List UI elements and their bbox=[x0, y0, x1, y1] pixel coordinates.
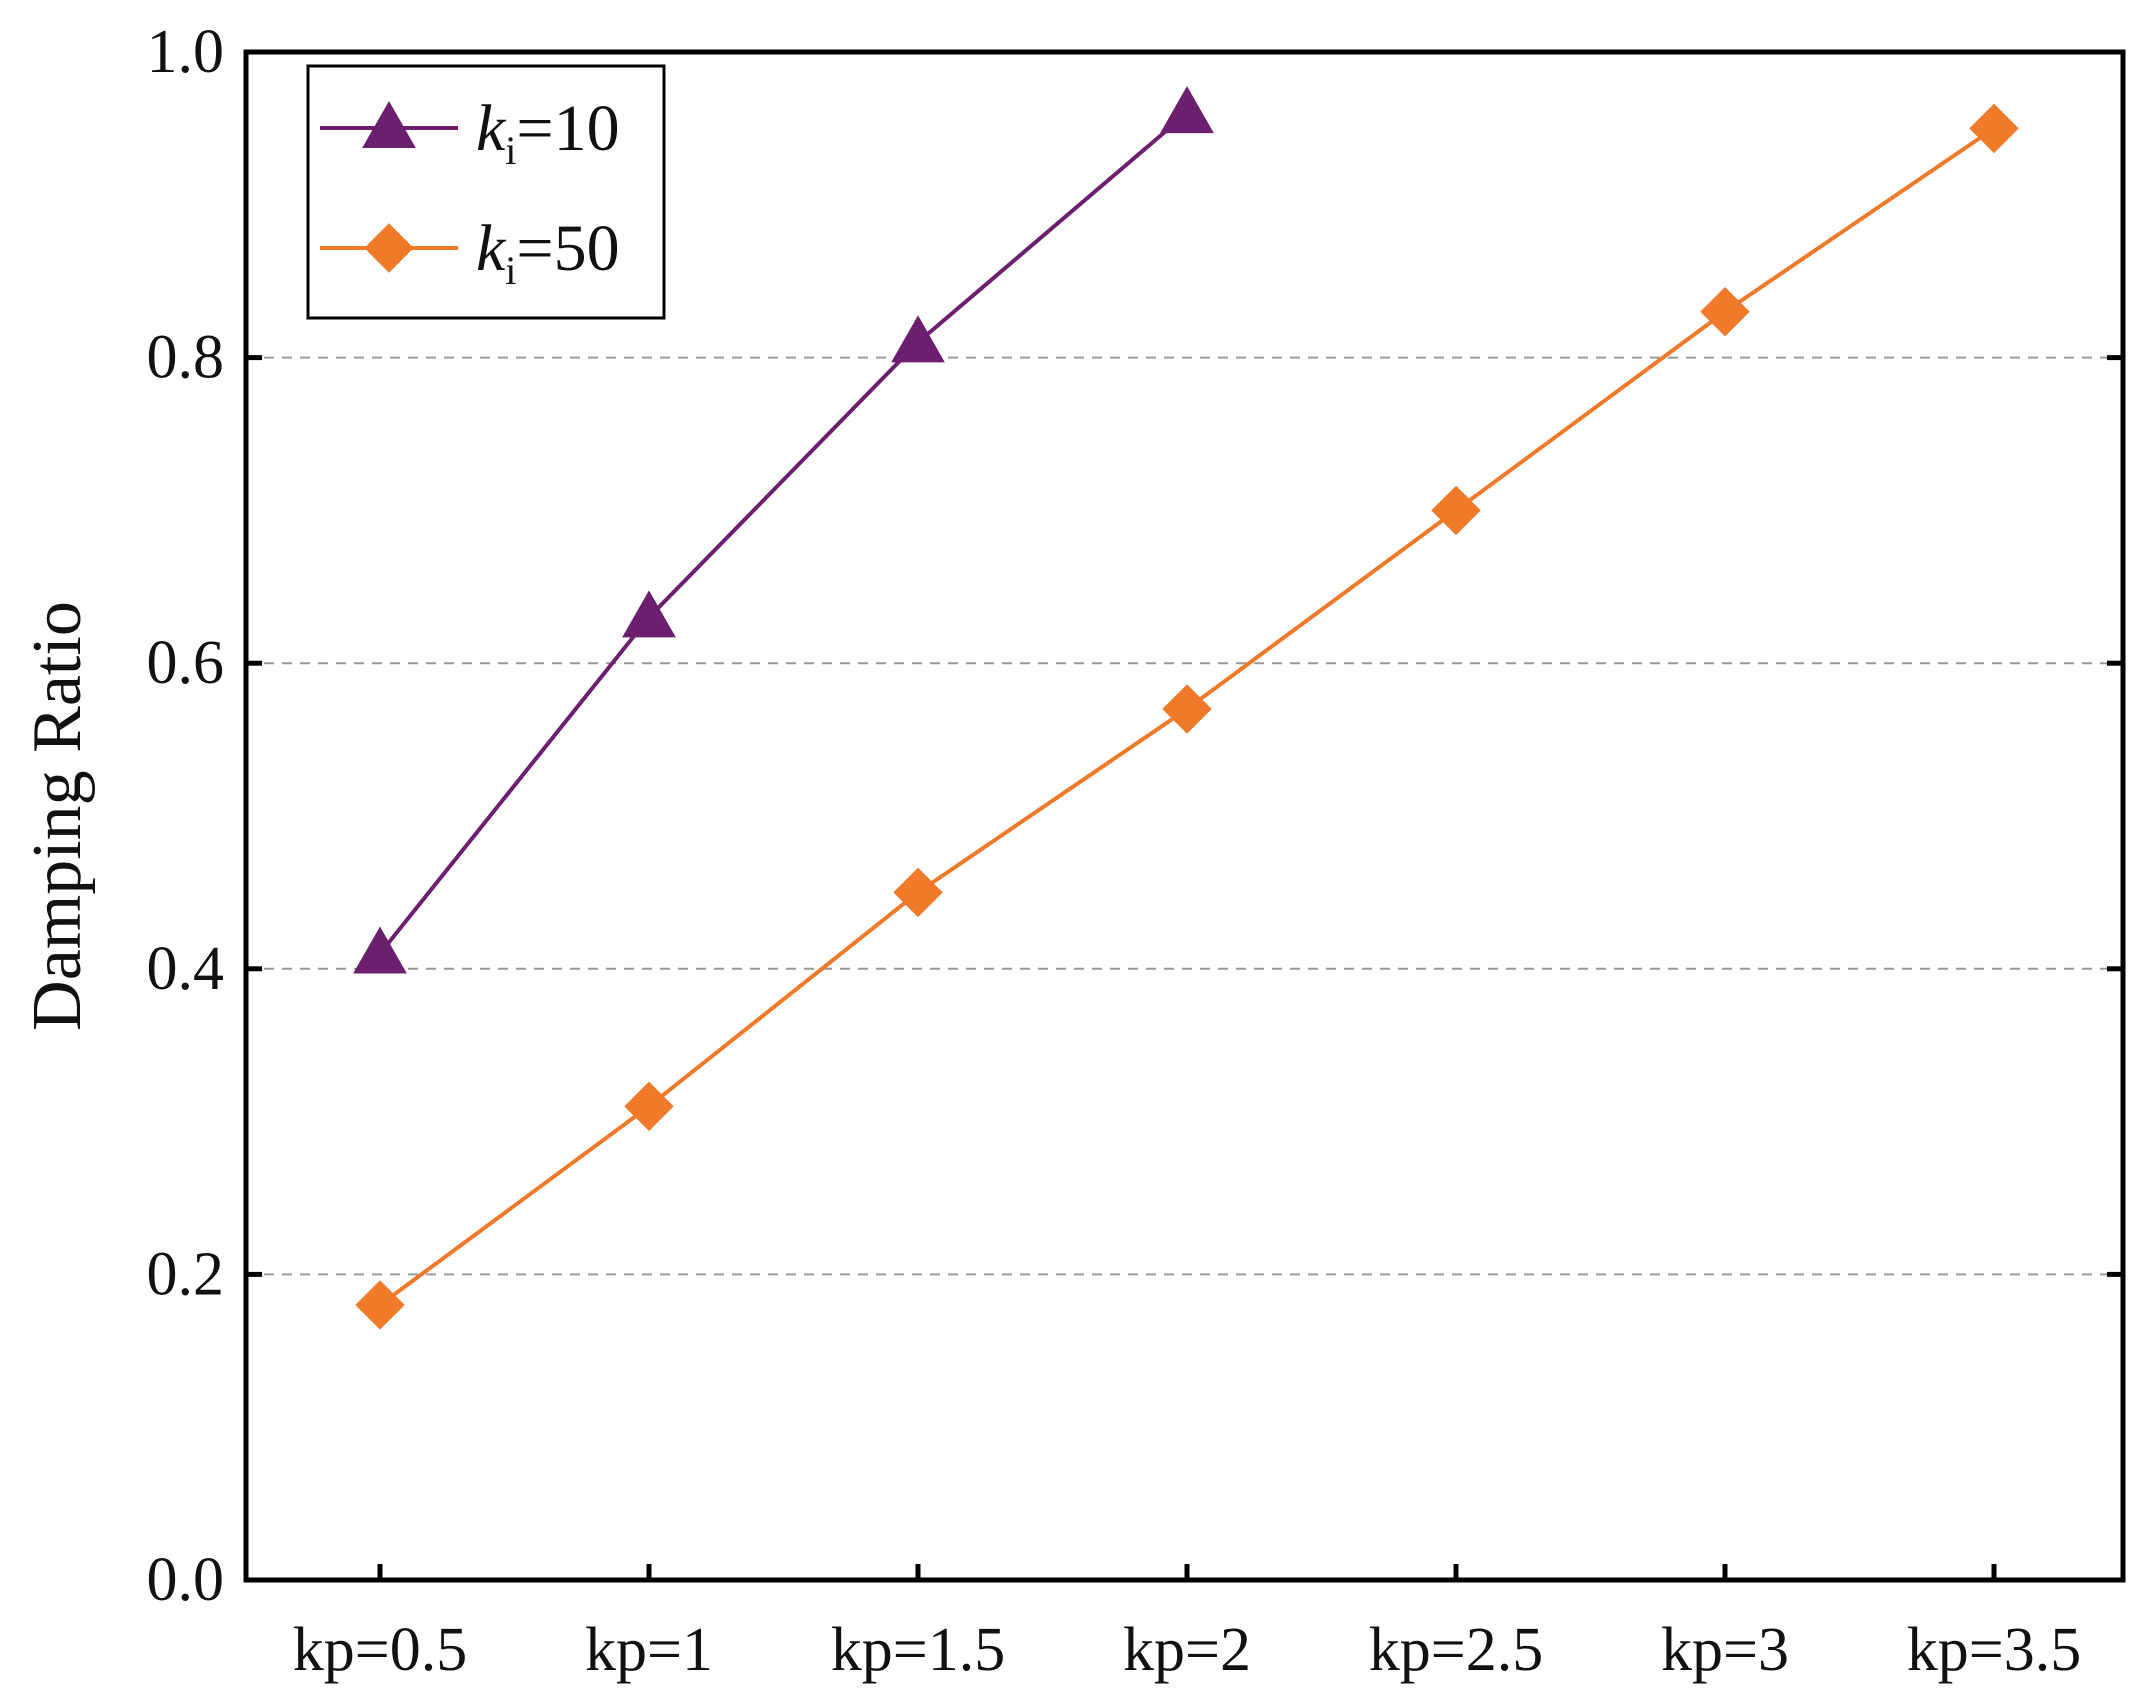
x-tick-label: kp=2.5 bbox=[1369, 1616, 1543, 1684]
x-tick-label: kp=1.5 bbox=[831, 1616, 1005, 1684]
x-tick-label: kp=3.5 bbox=[1907, 1616, 2081, 1684]
x-tick-label: kp=3 bbox=[1661, 1616, 1789, 1684]
legend-label: ki=10 bbox=[476, 92, 620, 173]
series-line-ki-10 bbox=[378, 111, 1189, 955]
axis-layer: 0.0 0.2 0.4 0.6 0.8 1.0 kp=0.5 kp=1 kp=1.5 kp=2 kp… bbox=[147, 18, 2123, 1684]
data-point-ki-50 bbox=[624, 1081, 674, 1132]
y-tick-label: 1.0 bbox=[147, 18, 225, 86]
legend-marker bbox=[364, 223, 414, 273]
legend-box bbox=[306, 64, 666, 320]
data-point-ki-50 bbox=[893, 867, 943, 918]
y-tick-label: 0.0 bbox=[147, 1546, 225, 1614]
y-tick-label: 0.8 bbox=[147, 324, 225, 392]
y-axis-title: Damping Ratio bbox=[19, 601, 96, 1031]
y-tick-label: 0.4 bbox=[147, 935, 225, 1003]
legend-label: ki=50 bbox=[476, 212, 620, 293]
x-tick-label: kp=0.5 bbox=[293, 1616, 467, 1684]
x-tick-label: kp=1 bbox=[585, 1616, 713, 1684]
data-point-ki-50 bbox=[1700, 287, 1750, 337]
data-point-ki-50 bbox=[1431, 485, 1481, 536]
y-tick-label: 0.6 bbox=[147, 629, 225, 697]
data-point-ki-50 bbox=[1162, 684, 1212, 734]
grid-layer bbox=[246, 356, 2123, 1276]
data-point-ki-50 bbox=[355, 1280, 405, 1330]
data-point-ki-10 bbox=[622, 590, 676, 638]
legend-marker bbox=[362, 100, 416, 148]
data-point-ki-10 bbox=[1160, 86, 1214, 134]
data-point-ki-10 bbox=[353, 926, 407, 974]
y-tick-label: 0.2 bbox=[147, 1240, 225, 1308]
data-point-ki-10 bbox=[891, 315, 945, 363]
series-layer bbox=[353, 86, 2019, 1330]
data-point-ki-50 bbox=[1969, 103, 2019, 154]
x-tick-label: kp=2 bbox=[1123, 1616, 1251, 1684]
legend: ki=10 ki=50 bbox=[306, 64, 666, 320]
